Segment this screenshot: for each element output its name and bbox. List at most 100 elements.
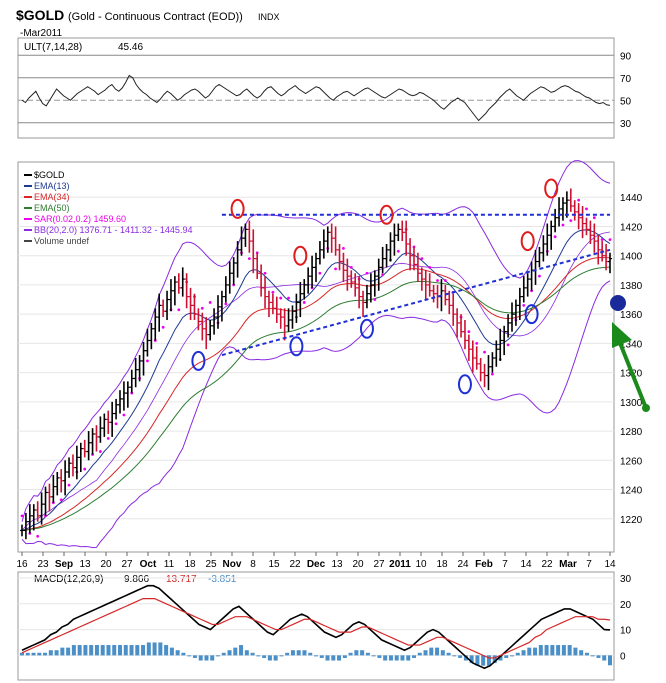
x-tick-label: 16 xyxy=(16,559,28,570)
price-bar xyxy=(192,293,197,320)
price-bar xyxy=(353,273,358,297)
red-circle xyxy=(293,245,308,266)
price-bar xyxy=(180,267,185,297)
price-bar xyxy=(98,416,103,443)
macd-hist-bar xyxy=(360,650,365,656)
price-bar xyxy=(502,325,507,356)
price-panel: 1440142014001380136013401320130012801260… xyxy=(17,160,650,553)
price-bar xyxy=(337,244,342,271)
price-bar xyxy=(200,312,205,341)
ult-label: ULT(7,14,28) xyxy=(24,42,82,53)
x-tick-label: 24 xyxy=(457,559,469,570)
macd-hist-bar xyxy=(567,645,572,656)
x-tick-label: 27 xyxy=(121,559,133,570)
x-tick-label: 10 xyxy=(415,559,427,570)
sar-dot xyxy=(208,301,212,304)
macd-hist-bar xyxy=(602,655,607,661)
macd-hist-bar xyxy=(556,645,561,656)
price-bar xyxy=(78,442,83,472)
macd-hist-bar xyxy=(244,650,249,656)
macd-hist-bar xyxy=(406,655,411,661)
price-bar xyxy=(216,295,220,329)
macd-hist-bar xyxy=(273,655,278,661)
price-bar xyxy=(168,279,173,312)
price-bar xyxy=(39,492,44,525)
macd-hist-bar xyxy=(342,655,347,658)
price-bar xyxy=(55,472,60,496)
price-bar xyxy=(231,257,236,285)
price-ticks: 1440142014001380136013401320130012801260… xyxy=(620,193,643,526)
price-tick-label: 1260 xyxy=(620,456,643,467)
price-bar xyxy=(208,320,213,341)
sar-dot xyxy=(302,301,306,304)
price-bar xyxy=(557,197,562,227)
chart-date: -Mar2011 xyxy=(20,28,62,39)
price-bar xyxy=(23,512,28,540)
macd-hist-bar xyxy=(458,655,463,658)
x-tick-label: 7 xyxy=(502,559,508,570)
red-circle xyxy=(520,231,535,252)
price-bar xyxy=(498,328,503,361)
macd-hist-bar xyxy=(239,645,244,656)
macd-hist-bar xyxy=(383,655,388,661)
price-bar xyxy=(145,328,150,357)
macd-hist-bar xyxy=(527,647,532,656)
sar-dot xyxy=(538,274,541,278)
x-tick-label: 8 xyxy=(250,559,256,570)
x-tick-label: Mar xyxy=(559,559,577,570)
price-tick-label: 1240 xyxy=(620,486,643,497)
x-tick-label: 25 xyxy=(205,559,217,570)
price-bar xyxy=(314,252,318,282)
bb-lower xyxy=(21,280,611,549)
price-bar xyxy=(306,267,311,294)
sar-dot xyxy=(373,298,377,301)
macd-hist-bar xyxy=(354,650,359,656)
macd-hist-bar xyxy=(573,647,578,656)
macd-hist-bar xyxy=(550,645,555,656)
macd-hist-bar xyxy=(233,647,238,656)
macd-panel-frame xyxy=(17,571,615,681)
ult-line xyxy=(21,74,611,122)
sar-dot xyxy=(271,290,275,294)
macd-tick-label: 0 xyxy=(620,651,626,662)
macd-hist-bar xyxy=(89,645,94,656)
sar-dot xyxy=(247,257,251,261)
macd-hist-bar xyxy=(164,645,169,656)
macd-hist-bar xyxy=(250,652,255,656)
sar-dot xyxy=(506,343,510,347)
macd-hist-bar xyxy=(481,655,486,666)
price-bar xyxy=(125,381,130,408)
price-bar xyxy=(380,246,385,274)
ema13-line xyxy=(21,229,611,531)
macd-hist-bar xyxy=(77,645,82,656)
sar-dot xyxy=(200,306,204,310)
x-tick-label: 27 xyxy=(373,559,385,570)
price-bar xyxy=(114,398,119,420)
annotation-circles xyxy=(191,178,559,395)
sar-dot xyxy=(475,341,479,345)
sar-dot xyxy=(428,265,432,269)
macd-hist-bar xyxy=(492,655,497,664)
sar-dot xyxy=(99,450,102,453)
ult-panel: ULT(7,14,28) 45.46 90 70 50 30 xyxy=(17,37,632,139)
sar-dot xyxy=(318,271,322,275)
price-bar xyxy=(447,290,452,315)
macd-hist-bar xyxy=(262,655,267,658)
price-bar xyxy=(161,299,166,318)
chart-name: (Gold - Continuous Contract (EOD)) xyxy=(68,11,243,23)
macd-hist-bar xyxy=(43,652,48,656)
price-bar xyxy=(239,226,244,256)
macd-hist-bar xyxy=(325,655,330,661)
ult-grid xyxy=(18,54,614,124)
price-bar xyxy=(466,334,471,361)
ult-ticks: 90 70 50 30 xyxy=(620,51,632,130)
price-bar xyxy=(298,282,303,318)
sar-dot xyxy=(59,498,63,502)
macd-hist-bar xyxy=(561,645,566,656)
price-bar xyxy=(396,223,401,242)
price-bar xyxy=(259,264,264,297)
sar-dot xyxy=(114,422,118,426)
x-tick-label: 2011 xyxy=(389,559,411,570)
price-bar xyxy=(474,346,479,370)
